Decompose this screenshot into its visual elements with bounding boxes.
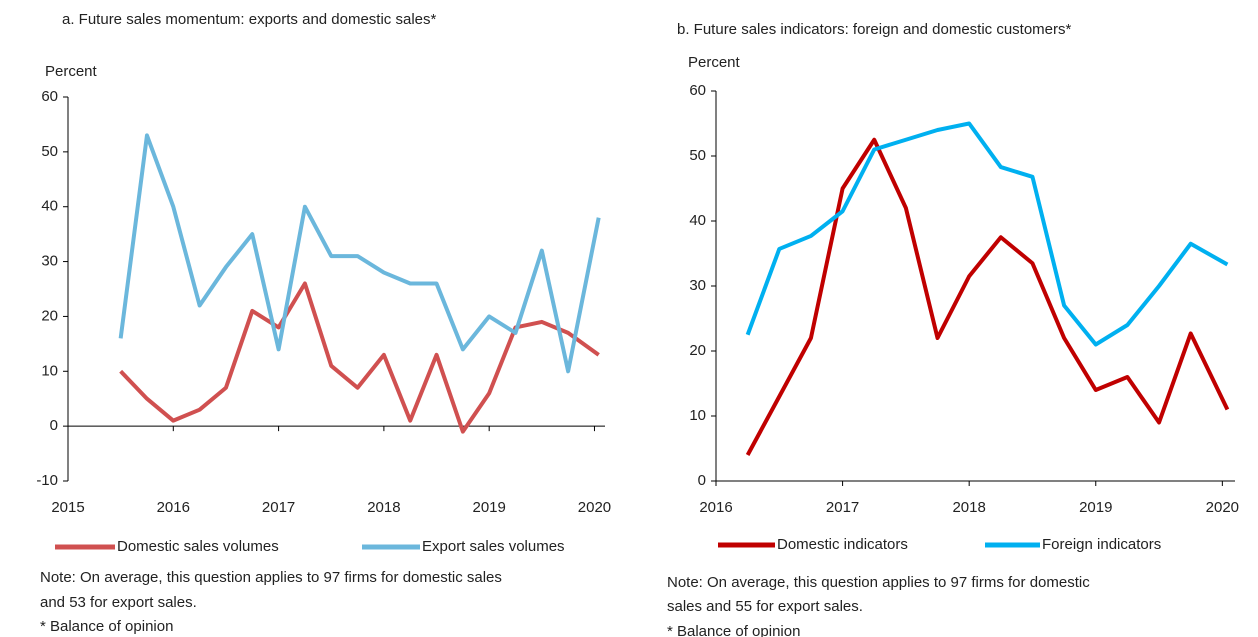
legend-label: Domestic indicators xyxy=(777,536,908,553)
note: Note: On average, this question applies … xyxy=(40,569,502,586)
data-line xyxy=(118,133,601,374)
note: Note: On average, this question applies … xyxy=(667,574,1090,591)
note: and 53 for export sales. xyxy=(40,594,197,611)
y-tick-label: -10 xyxy=(36,472,58,489)
x-tick-label: 2018 xyxy=(952,499,985,516)
legend-label: Export sales volumes xyxy=(422,538,565,555)
y-tick-label: 40 xyxy=(41,198,58,215)
y-tick-label: 60 xyxy=(41,88,58,105)
data-line xyxy=(119,281,600,434)
x-tick-label: 2016 xyxy=(699,499,732,516)
footnote: * Balance of opinion xyxy=(667,623,800,637)
y-tick-label: 20 xyxy=(689,342,706,359)
data-line xyxy=(745,137,1230,456)
y-tick-label: 30 xyxy=(689,277,706,294)
y-tick-label: 50 xyxy=(689,147,706,164)
y-axis-label: Percent xyxy=(45,63,98,80)
x-tick-label: 2017 xyxy=(262,499,295,516)
y-tick-label: 10 xyxy=(41,362,58,379)
y-tick-label: 60 xyxy=(689,82,706,99)
x-tick-label: 2019 xyxy=(472,499,505,516)
y-tick-label: 30 xyxy=(41,253,58,270)
y-tick-label: 0 xyxy=(50,417,58,434)
legend-label: Domestic sales volumes xyxy=(117,538,279,555)
y-axis-label: Percent xyxy=(688,54,741,71)
y-tick-label: 50 xyxy=(41,143,58,160)
x-tick-label: 2018 xyxy=(367,499,400,516)
note: sales and 55 for export sales. xyxy=(667,598,863,615)
x-tick-label: 2015 xyxy=(51,499,84,516)
y-tick-label: 20 xyxy=(41,307,58,324)
x-tick-label: 2017 xyxy=(826,499,859,516)
data-line xyxy=(745,121,1229,347)
y-tick-label: 40 xyxy=(689,212,706,229)
y-tick-label: 10 xyxy=(689,407,706,424)
x-tick-label: 2019 xyxy=(1079,499,1112,516)
legend-label: Foreign indicators xyxy=(1042,536,1161,553)
x-tick-label: 2020 xyxy=(578,499,611,516)
x-tick-label: 2020 xyxy=(1206,499,1239,516)
x-tick-label: 2016 xyxy=(157,499,190,516)
chart-title: a. Future sales momentum: exports and do… xyxy=(62,11,436,28)
chart-title: b. Future sales indicators: foreign and … xyxy=(677,21,1072,38)
footnote: * Balance of opinion xyxy=(40,618,173,635)
y-tick-label: 0 xyxy=(698,472,706,489)
